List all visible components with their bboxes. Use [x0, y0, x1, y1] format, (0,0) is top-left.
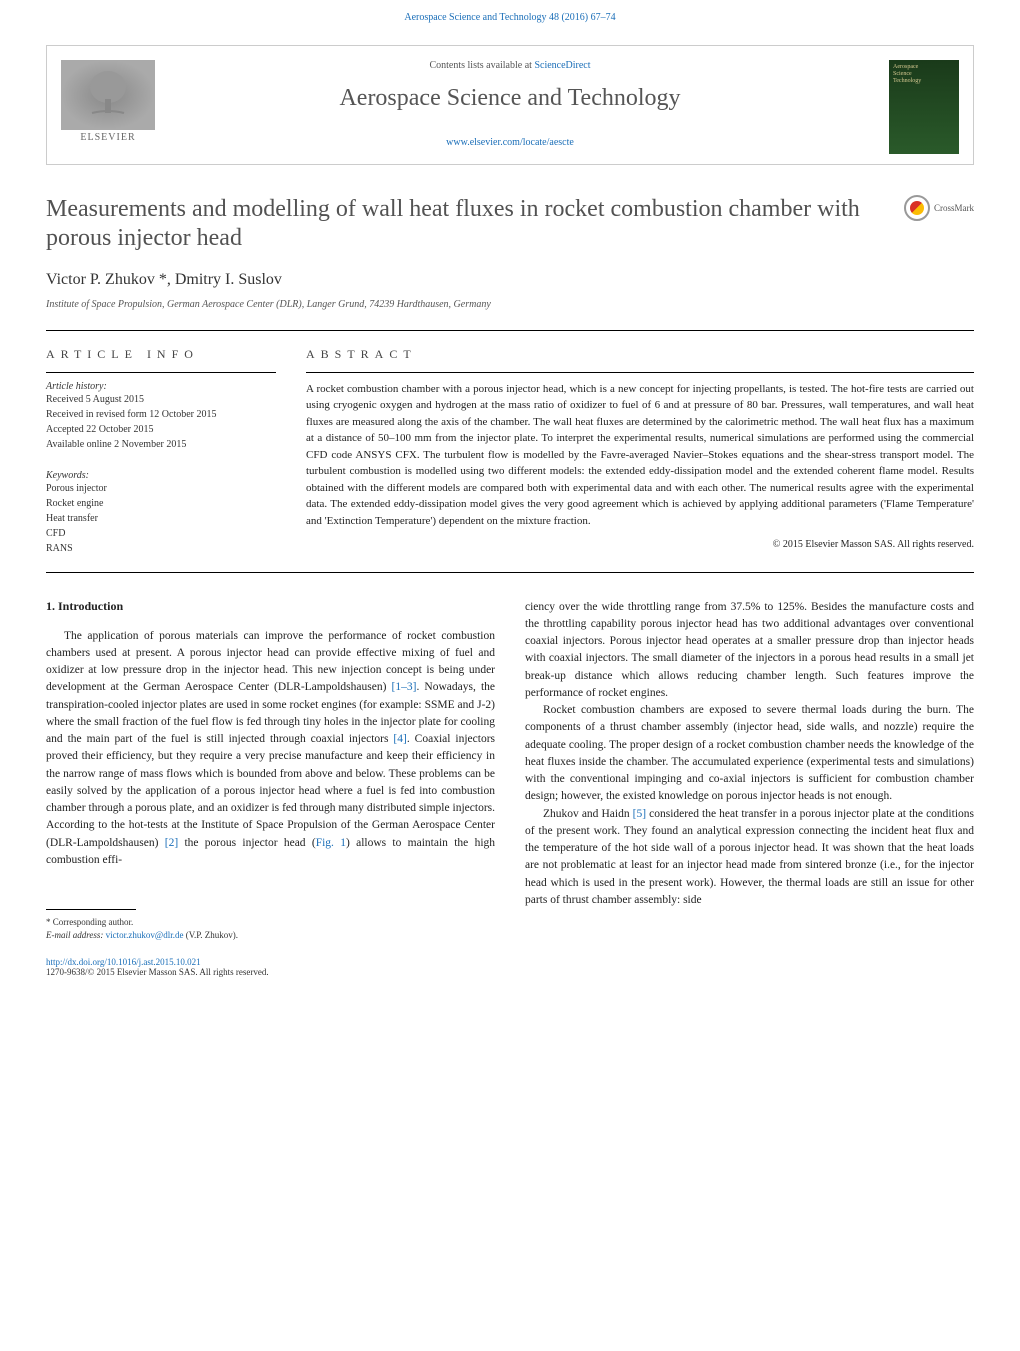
crossmark-icon — [904, 195, 930, 221]
p3-a: Zhukov and Haidn — [543, 808, 633, 820]
crossmark-label: CrossMark — [934, 203, 974, 213]
journal-title: Aerospace Science and Technology — [177, 85, 843, 112]
history-line-1: Received in revised form 12 October 2015 — [46, 407, 276, 422]
corresponding-author-text: Corresponding author. — [53, 917, 134, 927]
p1-d: the porous injector head ( — [178, 837, 316, 849]
figure-1-ref[interactable]: Fig. 1 — [316, 837, 346, 849]
article-info-column: ARTICLE INFO Article history: Received 5… — [46, 347, 276, 556]
col2-p1: ciency over the wide throttling range fr… — [525, 599, 974, 703]
p1-c: . Coaxial injectors proved their efficie… — [46, 733, 495, 849]
article-title: Measurements and modelling of wall heat … — [46, 195, 904, 253]
rule-top — [46, 330, 974, 331]
keyword-2: Heat transfer — [46, 511, 276, 526]
history-line-2: Accepted 22 October 2015 — [46, 422, 276, 437]
issn-copyright-line: 1270-9638/© 2015 Elsevier Masson SAS. Al… — [46, 967, 495, 977]
elsevier-tree-icon — [61, 60, 155, 130]
body-column-left: 1. Introduction The application of porou… — [46, 599, 495, 978]
footnote-rule — [46, 909, 136, 910]
keyword-3: CFD — [46, 526, 276, 541]
author-email-link[interactable]: victor.zhukov@dlr.de — [106, 930, 184, 940]
citation-5[interactable]: [5] — [633, 808, 646, 820]
keyword-1: Rocket engine — [46, 496, 276, 511]
p3-b: considered the heat transfer in a porous… — [525, 808, 974, 906]
col2-p3: Zhukov and Haidn [5] considered the heat… — [525, 806, 974, 910]
keyword-0: Porous injector — [46, 481, 276, 496]
corresponding-author-footnote: * Corresponding author. — [46, 916, 495, 929]
footnote-star: * — [46, 917, 51, 927]
journal-cover-thumbnail: Aerospace Science Technology — [889, 60, 959, 154]
elsevier-logo: ELSEVIER — [61, 60, 155, 154]
author-names: Victor P. Zhukov *, Dmitry I. Suslov — [46, 271, 282, 288]
abstract-copyright: © 2015 Elsevier Masson SAS. All rights r… — [306, 539, 974, 550]
journal-homepage-link[interactable]: www.elsevier.com/locate/aescte — [446, 137, 574, 148]
sciencedirect-link[interactable]: ScienceDirect — [534, 60, 590, 71]
col2-p2: Rocket combustion chambers are exposed t… — [525, 702, 974, 806]
body-column-right: ciency over the wide throttling range fr… — [525, 599, 974, 978]
email-footnote: E-mail address: victor.zhukov@dlr.de (V.… — [46, 929, 495, 942]
history-line-0: Received 5 August 2015 — [46, 392, 276, 407]
abstract-rule — [306, 372, 974, 373]
doi-link[interactable]: http://dx.doi.org/10.1016/j.ast.2015.10.… — [46, 957, 201, 967]
email-owner: (V.P. Zhukov). — [183, 930, 238, 940]
keywords-label: Keywords: — [46, 470, 276, 481]
article-info-heading: ARTICLE INFO — [46, 347, 276, 362]
keyword-4: RANS — [46, 541, 276, 556]
crossmark-badge[interactable]: CrossMark — [904, 195, 974, 221]
elsevier-wordmark: ELSEVIER — [61, 132, 155, 143]
abstract-column: ABSTRACT A rocket combustion chamber wit… — [306, 347, 974, 556]
cover-line-2: Science — [893, 71, 955, 78]
affiliation: Institute of Space Propulsion, German Ae… — [46, 299, 974, 310]
intro-paragraph-1: The application of porous materials can … — [46, 628, 495, 870]
intro-heading: 1. Introduction — [46, 599, 495, 614]
authors-line: Victor P. Zhukov *, Dmitry I. Suslov — [46, 271, 974, 289]
history-label: Article history: — [46, 381, 276, 392]
cover-line-1: Aerospace — [893, 64, 955, 71]
email-label: E-mail address: — [46, 930, 106, 940]
abstract-text: A rocket combustion chamber with a porou… — [306, 381, 974, 530]
citation-2[interactable]: [2] — [165, 837, 178, 849]
journal-header-center: Contents lists available at ScienceDirec… — [177, 60, 843, 150]
rule-bottom — [46, 572, 974, 573]
citation-4[interactable]: [4] — [393, 733, 406, 745]
info-rule — [46, 372, 276, 373]
contents-text: Contents lists available at — [429, 60, 534, 71]
page-citation: Aerospace Science and Technology 48 (201… — [0, 0, 1020, 35]
cover-line-3: Technology — [893, 78, 955, 85]
contents-available-line: Contents lists available at ScienceDirec… — [177, 60, 843, 71]
abstract-heading: ABSTRACT — [306, 347, 974, 362]
citation-1-3[interactable]: [1–3] — [392, 681, 417, 693]
doi-block: http://dx.doi.org/10.1016/j.ast.2015.10.… — [46, 957, 495, 977]
history-line-3: Available online 2 November 2015 — [46, 437, 276, 452]
journal-header-box: ELSEVIER Aerospace Science Technology Co… — [46, 45, 974, 165]
